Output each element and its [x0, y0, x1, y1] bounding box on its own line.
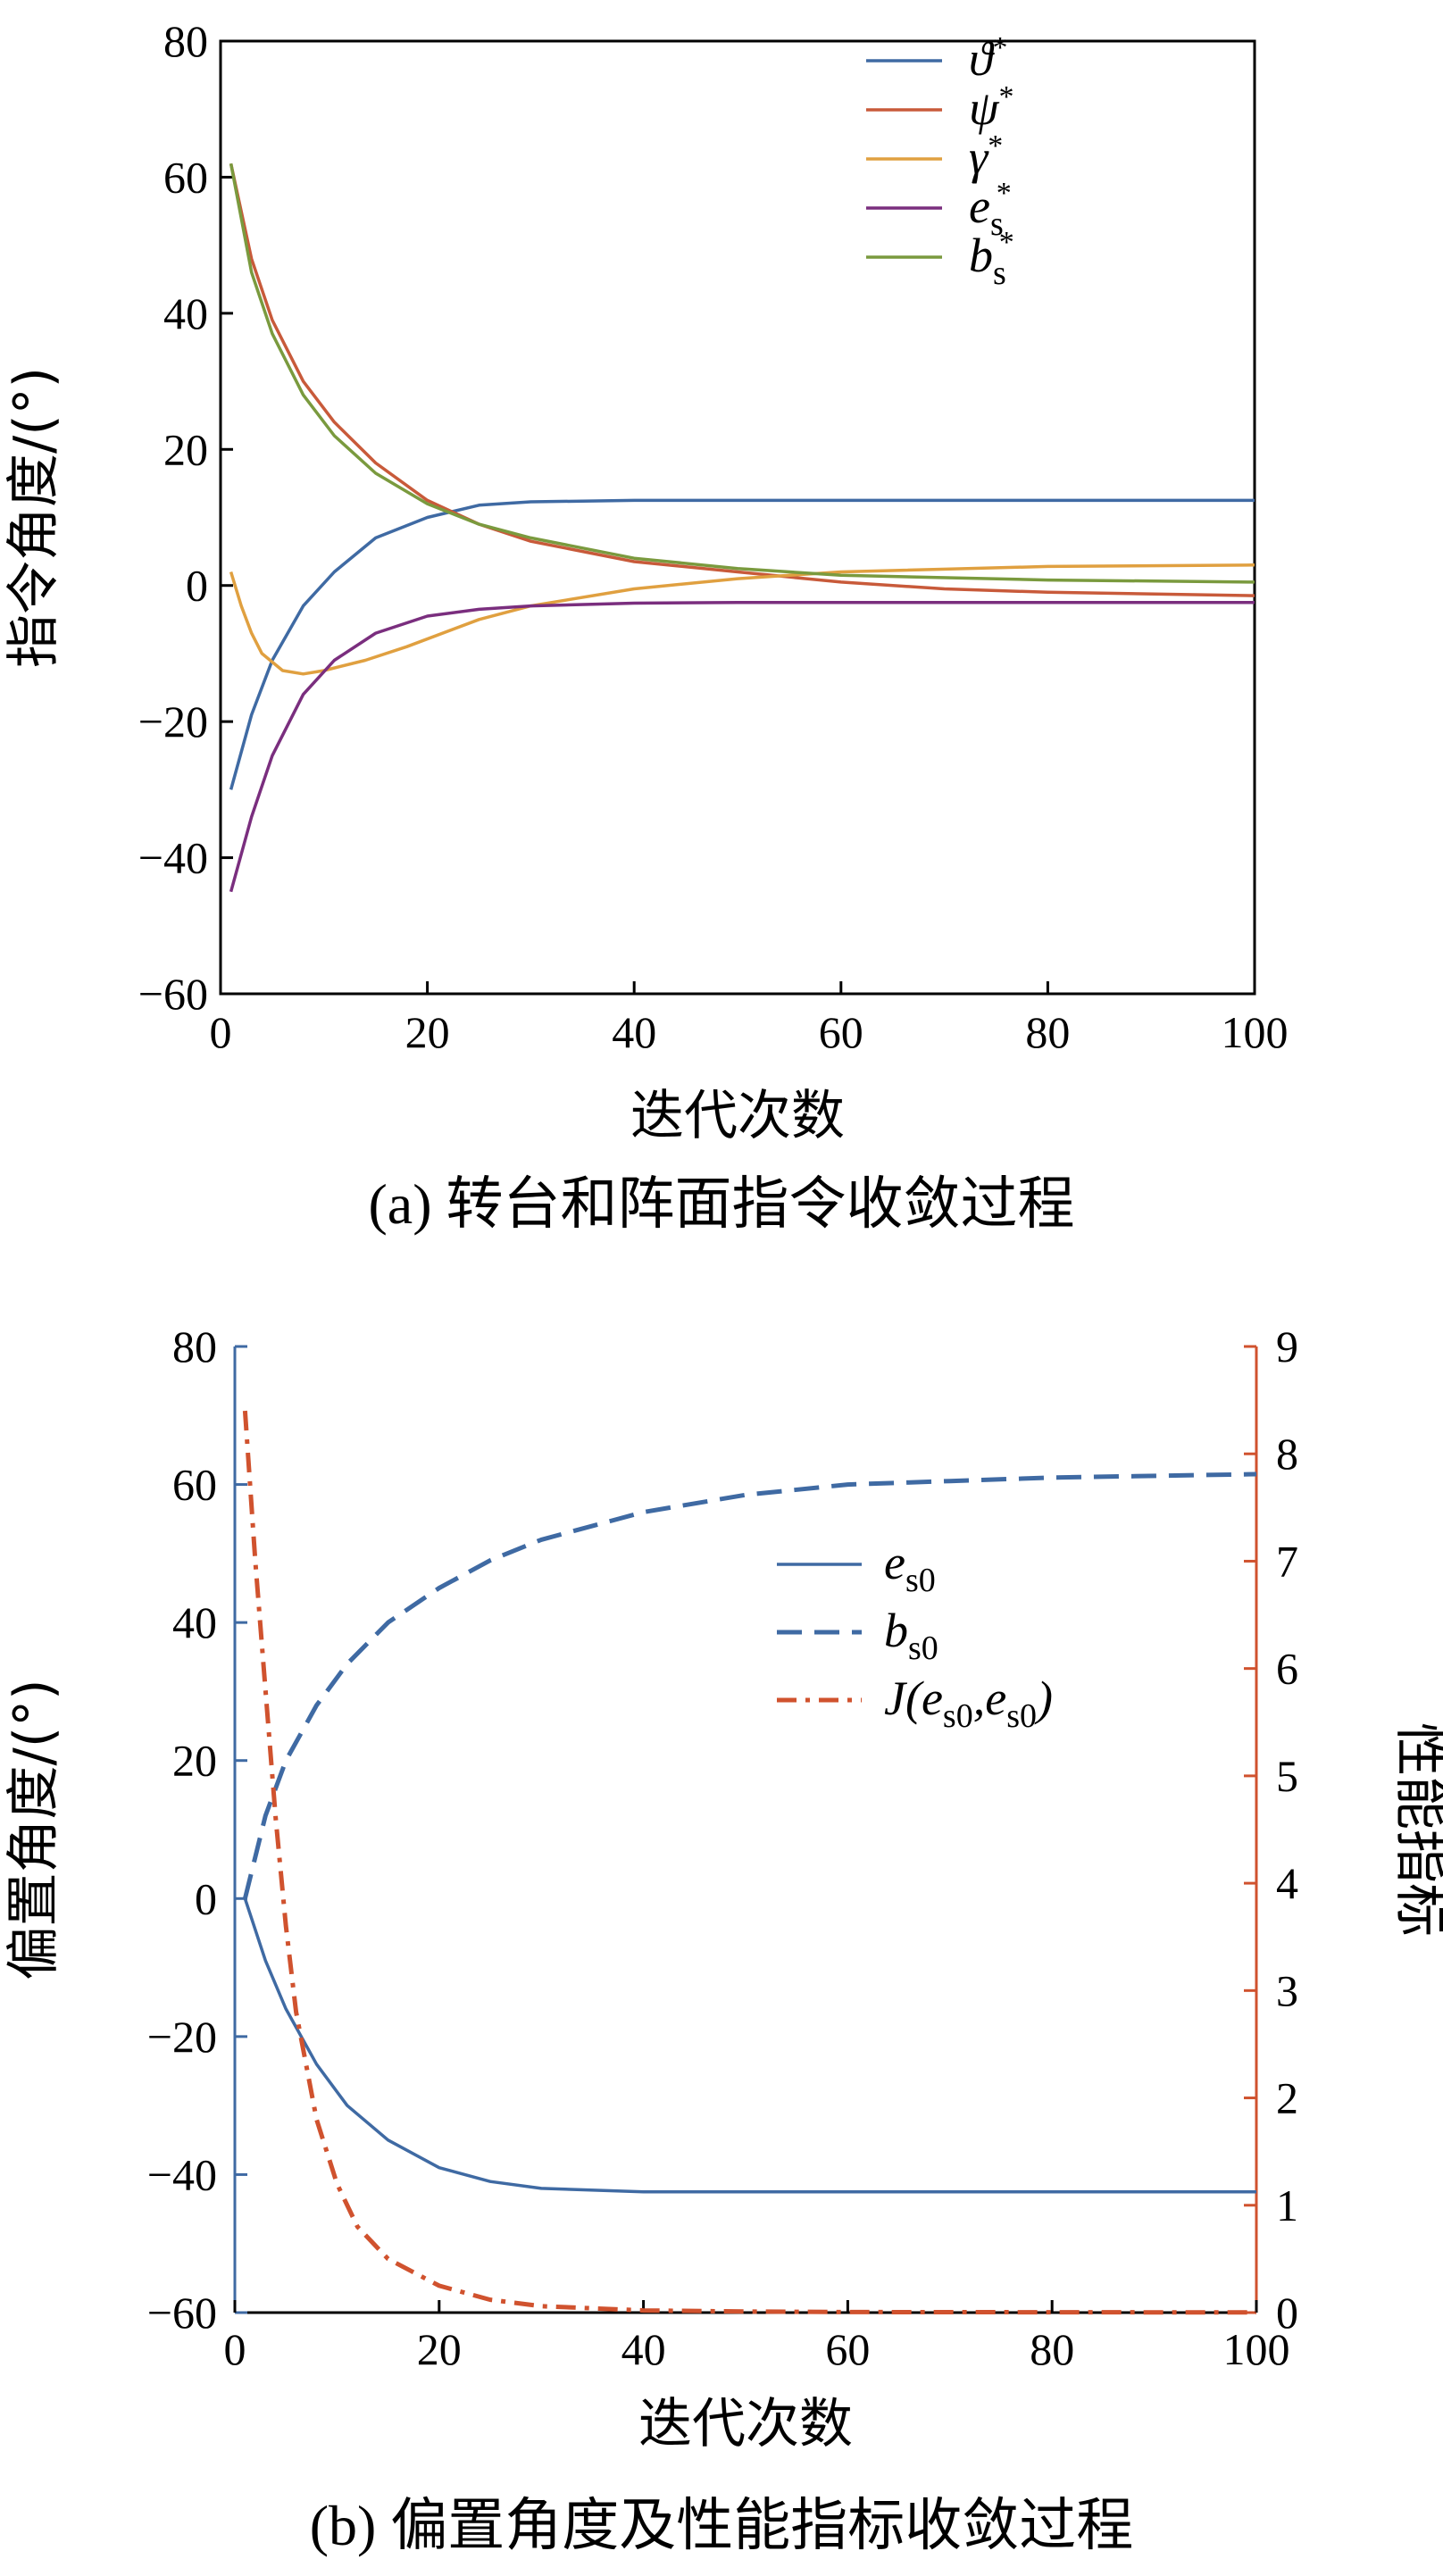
chart-a-series-line-3	[229, 601, 1255, 893]
chart-a-x-tick-label: 0	[210, 1007, 232, 1057]
chart-a-y-tick-label: 20	[163, 424, 208, 474]
chart-b-y-tick-label: −40	[147, 2149, 217, 2199]
chart-b-y2-tick-label: 6	[1276, 1644, 1298, 1694]
chart-b-y2-ticks: 9 8 7 6 5 4 3 2 1 0	[1244, 1321, 1298, 2338]
chart-b-y2-tick-label: 2	[1276, 2073, 1298, 2123]
chart-a-series-line-4	[229, 163, 1255, 584]
chart-a-legend-entry: es*	[969, 177, 1012, 243]
chart-a-y-axis-label: 指令角度/(°)	[3, 367, 65, 668]
chart-b-legend-entry: J(es0,es0)	[884, 1671, 1053, 1735]
chart-a-series-line-0	[229, 498, 1255, 790]
chart-b: 80 60 40 20 0 −20 −40 −60 9 8 7 6 5 4 3 2 1 0 0 20 40 60 80 1…	[3, 1321, 1443, 2557]
chart-b-y2-tick-label: 7	[1276, 1536, 1298, 1586]
chart-a-y-tick-label: −40	[138, 833, 208, 883]
chart-b-y-ticks: 80 60 40 20 0 −20 −40 −60	[147, 1321, 247, 2338]
chart-b-y-tick-label: 40	[172, 1597, 217, 1647]
chart-b-y2-tick-label: 3	[1276, 1965, 1298, 2015]
chart-a-x-tick-label: 40	[612, 1007, 656, 1057]
chart-a-x-tick-label: 60	[819, 1007, 863, 1057]
chart-a-legend-entry: bs*	[969, 226, 1014, 292]
chart-a-y-tick-label: 80	[163, 16, 208, 66]
chart-b-y-tick-label: 20	[172, 1736, 217, 1786]
chart-a-x-tick-label: 20	[405, 1007, 450, 1057]
chart-a-plot-frame	[219, 39, 1256, 996]
chart-a-x-tick-label: 80	[1025, 1007, 1070, 1057]
chart-a: 80 60 40 20 0 −20 −40 −60 0 20 40 60 80 100 ϑ*ψ*γ*es…	[3, 16, 1289, 1236]
chart-b-x-ticks: 0 20 40 60 80 100	[224, 2300, 1290, 2374]
chart-b-series-line-0	[243, 1897, 1256, 2194]
chart-a-x-axis-label: 迭代次数	[630, 1085, 845, 1147]
chart-b-legend-entry: bs0	[884, 1604, 938, 1667]
chart-b-series-line-1	[242, 1471, 1257, 1899]
chart-a-caption: (a) 转台和阵面指令收敛过程	[368, 1172, 1074, 1236]
chart-b-x-tick-label: 100	[1223, 2324, 1290, 2374]
chart-b-series-line-2	[242, 1410, 1257, 2315]
chart-a-y-tick-label: −20	[138, 696, 208, 746]
chart-b-y-axis-label: 偏置角度/(°)	[3, 1679, 65, 1980]
chart-a-y-tick-label: 40	[163, 288, 208, 338]
chart-b-x-tick-label: 60	[825, 2324, 870, 2374]
chart-b-x-tick-label: 80	[1030, 2324, 1074, 2374]
chart-a-y-tick-label: 60	[163, 152, 208, 202]
chart-a-legend-entry: γ*	[969, 129, 1003, 184]
chart-b-y2-tick-label: 1	[1276, 2180, 1298, 2230]
chart-b-y-tick-label: −20	[147, 2012, 217, 2062]
chart-a-legend-entry: ϑ*	[969, 31, 1008, 86]
chart-a-y-ticks: 80 60 40 20 0 −20 −40 −60	[138, 16, 233, 1019]
chart-b-y2-axis-label: 性能指标	[1389, 1722, 1443, 1937]
chart-b-x-tick-label: 20	[417, 2324, 462, 2374]
chart-b-y2-tick-label: 8	[1276, 1429, 1298, 1479]
chart-b-series	[242, 1410, 1257, 2315]
chart-b-y-tick-label: 60	[172, 1460, 217, 1510]
chart-b-y2-tick-label: 4	[1276, 1858, 1298, 1908]
chart-b-x-tick-label: 0	[224, 2324, 246, 2374]
chart-a-x-tick-label: 100	[1222, 1007, 1289, 1057]
chart-b-caption: (b) 偏置角度及性能指标收敛过程	[310, 2494, 1134, 2557]
chart-b-x-tick-label: 40	[621, 2324, 666, 2374]
chart-b-y-tick-label: −60	[147, 2288, 217, 2338]
chart-b-y2-tick-label: 5	[1276, 1751, 1298, 1801]
chart-b-legend-entry: es0	[884, 1536, 936, 1599]
chart-a-legend: ϑ*ψ*γ*es*bs*	[866, 31, 1014, 292]
chart-a-y-tick-label: −60	[138, 969, 208, 1019]
chart-a-series-line-1	[229, 163, 1255, 597]
chart-b-y-tick-label: 0	[195, 1873, 217, 1923]
chart-b-y-tick-label: 80	[172, 1321, 217, 1371]
chart-b-y2-tick-label: 0	[1276, 2288, 1298, 2338]
chart-a-x-ticks: 0 20 40 60 80 100	[210, 981, 1289, 1057]
chart-b-y2-tick-label: 9	[1276, 1321, 1298, 1371]
chart-a-y-tick-label: 0	[186, 561, 208, 611]
chart-a-series	[229, 163, 1255, 893]
chart-a-legend-entry: ψ*	[969, 80, 1014, 135]
chart-b-x-axis-label: 迭代次数	[638, 2393, 853, 2455]
chart-a-series-line-2	[229, 563, 1255, 676]
